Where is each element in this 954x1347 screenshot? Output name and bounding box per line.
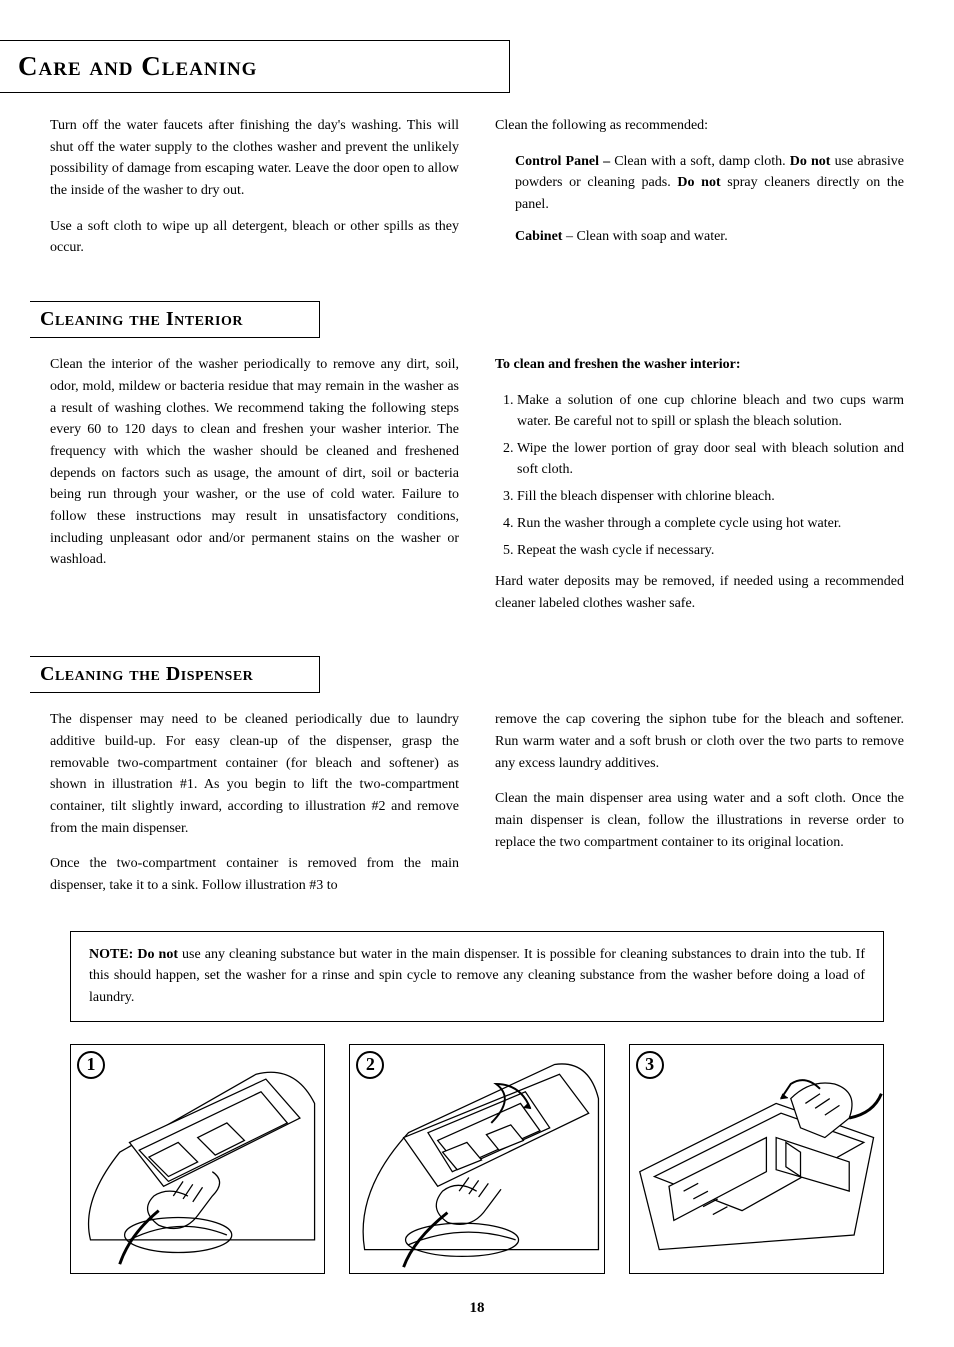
page-number: 18: [50, 1300, 904, 1317]
figure-3-illustration: [630, 1045, 883, 1274]
figure-2: 2: [349, 1044, 604, 1274]
interior-heading: Cleaning the Interior: [30, 301, 320, 338]
interior-left: Clean the interior of the washer periodi…: [50, 354, 459, 628]
cabinet-label: Cabinet: [515, 229, 562, 244]
interior-row: Clean the interior of the washer periodi…: [50, 354, 904, 628]
note-box: NOTE: Do not use any cleaning substance …: [70, 931, 884, 1022]
figure-1-illustration: [71, 1045, 324, 1274]
figure-1-badge: 1: [77, 1051, 105, 1079]
figures-row: 1 2: [70, 1044, 884, 1274]
cabinet-item: Cabinet – Clean with soap and water.: [515, 226, 904, 248]
interior-steps: Make a solution of one cup chlorine blea…: [517, 390, 904, 561]
step-4: Run the washer through a complete cycle …: [517, 513, 904, 534]
interior-p1: Clean the interior of the washer periodi…: [50, 354, 459, 571]
dispenser-left: The dispenser may need to be cleaned per…: [50, 709, 459, 911]
dispenser-right: remove the cap covering the siphon tube …: [495, 709, 904, 911]
figure-3-badge: 3: [636, 1051, 664, 1079]
rec-intro: Clean the following as recommended:: [495, 115, 904, 137]
control-panel-item: Control Panel – Clean with a soft, damp …: [515, 151, 904, 216]
dispenser-p2: Once the two-compartment container is re…: [50, 853, 459, 896]
do-not-2: Do not: [677, 175, 720, 190]
dispenser-p1: The dispenser may need to be cleaned per…: [50, 709, 459, 839]
step-3: Fill the bleach dispenser with chlorine …: [517, 486, 904, 507]
note-bold: NOTE: Do not: [89, 947, 178, 962]
figure-3: 3: [629, 1044, 884, 1274]
figure-2-badge: 2: [356, 1051, 384, 1079]
cabinet-text: – Clean with soap and water.: [562, 229, 727, 244]
intro-p2: Use a soft cloth to wipe up all detergen…: [50, 216, 459, 259]
step-1: Make a solution of one cup chlorine blea…: [517, 390, 904, 432]
interior-right-heading: To clean and freshen the washer interior…: [495, 354, 904, 376]
step-5: Repeat the wash cycle if necessary.: [517, 540, 904, 561]
control-panel-label: Control Panel –: [515, 154, 614, 169]
intro-right: Clean the following as recommended: Cont…: [495, 115, 904, 273]
intro-row: Turn off the water faucets after finishi…: [50, 115, 904, 273]
intro-p1: Turn off the water faucets after finishi…: [50, 115, 459, 202]
intro-left: Turn off the water faucets after finishi…: [50, 115, 459, 273]
do-not-1: Do not: [790, 154, 831, 169]
figure-1: 1: [70, 1044, 325, 1274]
dispenser-p4: Clean the main dispenser area using wate…: [495, 788, 904, 853]
cp-text1: Clean with a soft, damp cloth.: [614, 154, 790, 169]
dispenser-heading: Cleaning the Dispenser: [30, 656, 320, 693]
note-text: use any cleaning substance but water in …: [89, 947, 865, 1005]
step-2: Wipe the lower portion of gray door seal…: [517, 438, 904, 480]
dispenser-row: The dispenser may need to be cleaned per…: [50, 709, 904, 911]
figure-2-illustration: [350, 1045, 603, 1274]
interior-p2: Hard water deposits may be removed, if n…: [495, 571, 904, 614]
interior-right: To clean and freshen the washer interior…: [495, 354, 904, 628]
dispenser-p3: remove the cap covering the siphon tube …: [495, 709, 904, 774]
page-title: Care and Cleaning: [0, 40, 510, 93]
